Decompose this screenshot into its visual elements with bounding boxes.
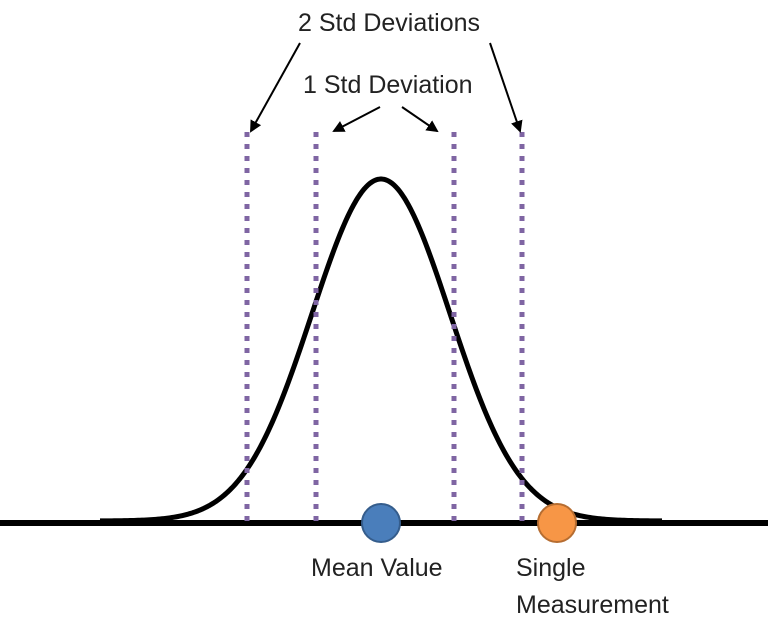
two-std-deviations-label: 2 Std Deviations bbox=[298, 9, 481, 37]
single-measurement-label-line2: Measurement bbox=[516, 591, 669, 619]
single-measurement-label-line1: Single bbox=[516, 554, 586, 582]
single-measurement-dot bbox=[537, 503, 577, 543]
one-std-deviation-label: 1 Std Deviation bbox=[303, 71, 473, 99]
arrow-to-plus-one-std bbox=[401, 106, 439, 133]
arrow-to-minus-one-std bbox=[332, 106, 381, 132]
mean-value-label: Mean Value bbox=[311, 554, 443, 582]
arrow-to-plus-two-std bbox=[489, 42, 523, 133]
arrow-to-minus-two-std bbox=[250, 42, 301, 133]
mean-value-dot bbox=[361, 503, 401, 543]
bell-curve bbox=[99, 176, 663, 524]
